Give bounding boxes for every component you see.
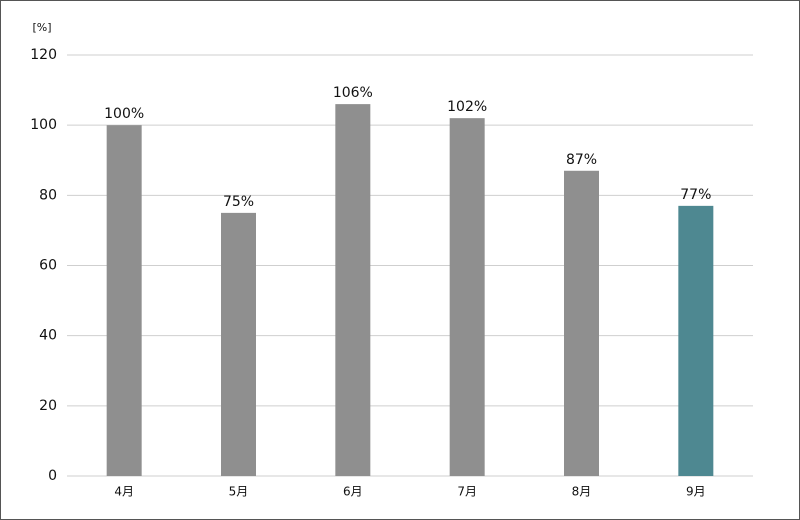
bar [678,205,714,476]
y-axis-label: [%] [32,21,51,34]
data-label: 102% [447,99,487,115]
bar [335,104,371,476]
bar [106,125,142,477]
x-tick-label: 8月 [572,485,592,499]
x-tick-label: 6月 [343,485,363,499]
y-tick-label: 0 [48,468,57,484]
bar [449,118,485,477]
bar [564,170,599,476]
data-label: 106% [333,85,373,101]
x-tick-label: 5月 [229,485,249,499]
y-tick-label: 40 [39,328,57,344]
x-tick-label: 4月 [114,485,134,499]
y-tick-label: 100 [30,117,57,133]
x-tick-label: 7月 [457,485,477,499]
y-tick-label: 20 [39,398,57,414]
y-tick-label: 60 [39,258,57,274]
x-tick-label: 9月 [686,485,706,499]
data-label: 75% [223,194,254,210]
data-label: 77% [680,187,711,203]
data-label: 87% [566,152,597,168]
bar [221,212,256,476]
data-label: 100% [104,106,144,122]
y-tick-label: 80 [39,187,57,203]
y-tick-label: 120 [30,47,57,63]
